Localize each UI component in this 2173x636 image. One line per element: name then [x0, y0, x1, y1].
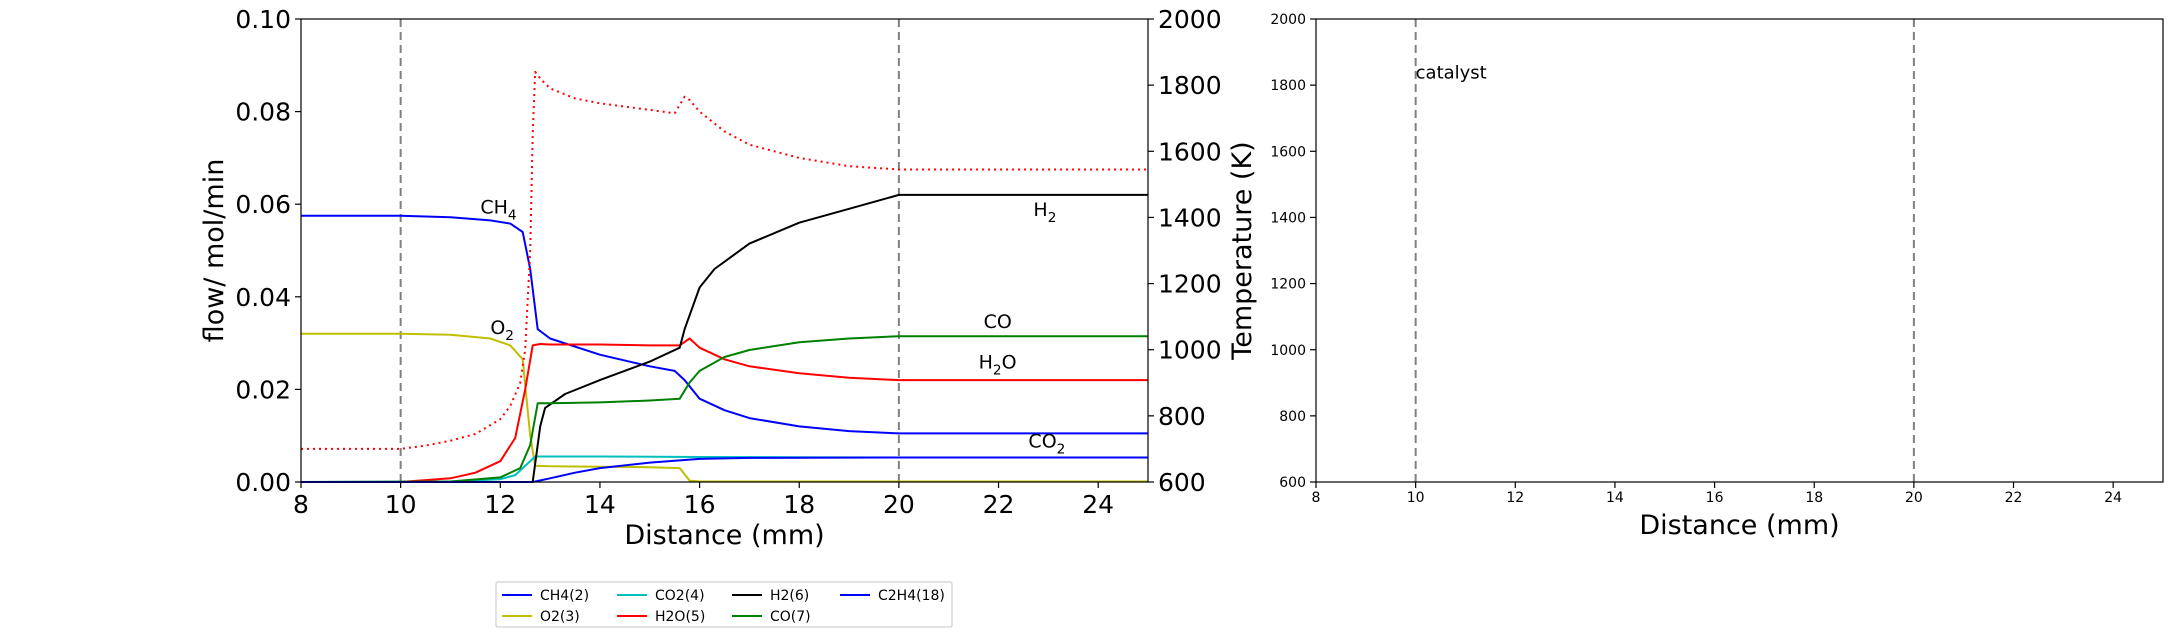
y2-tick-label: 2000 [1158, 5, 1222, 34]
plot-frame [300, 18, 1149, 483]
chart-panel-1: 8 10 12 14 16 18 20 22 24 0.00 0.02 0.04 0.06 0.08 0.1… [199, 5, 1258, 551]
y2-tick-label: 1800 [1158, 71, 1222, 100]
series-co7-line [300, 335, 1148, 483]
y2-tick-label: 1600 [1158, 137, 1222, 166]
annotation-6: CO2 [1028, 430, 1065, 457]
legend-label: C2H4(18) [878, 588, 945, 604]
y-axis-label: flow/ mol/min [199, 159, 230, 343]
y-tick-label: 0.10 [235, 5, 291, 34]
annotation-5: H2O [979, 352, 1017, 379]
x-tick-label: 22 [983, 490, 1015, 519]
plot-frame [1315, 18, 2164, 483]
y-tick-label: 0.02 [235, 375, 291, 404]
y2-tick-label: 600 [1158, 468, 1206, 497]
series-c2h418-line [301, 456, 1148, 483]
x-axis-label: Distance (mm) [624, 520, 824, 551]
x-tick-label: 8 [1312, 490, 1321, 506]
x-tick-label: 16 [1706, 490, 1724, 506]
y-tick-label: 1000 [1270, 343, 1306, 359]
y2-tick-label: 1200 [1158, 270, 1222, 299]
y-tick-label: 2000 [1270, 12, 1306, 28]
legend: CH4(2) O2(3) CO2(4) H2O(5) H2(6) CO(7) C2H4(18… [495, 581, 953, 628]
series-co24-line [300, 455, 1148, 483]
y-tick-label: 800 [1279, 409, 1306, 425]
x-tick-label: 20 [883, 490, 915, 519]
legend-box [495, 581, 953, 628]
series-ch42-line [301, 214, 1148, 435]
legend-label: CO2(4) [655, 588, 705, 604]
x-tick-label: 12 [1506, 490, 1524, 506]
x-tick-label: 14 [1606, 490, 1624, 506]
y-tick-label: 600 [1279, 475, 1306, 491]
y-tick-label: 1800 [1270, 78, 1306, 94]
x-tick-label: 14 [584, 490, 616, 519]
chart-panel-2: 8 10 12 14 16 18 20 22 24 600 800 1000 1200 1400 1600 1… [1270, 12, 2164, 541]
y-tick-label: 1200 [1270, 277, 1306, 293]
y-tick-label: 0.04 [235, 283, 291, 312]
x-tick-label: 8 [293, 490, 309, 519]
x-tick-label: 10 [385, 490, 417, 519]
series-h26-line [301, 193, 1148, 483]
legend-label: O2(3) [540, 609, 580, 625]
series-temperature-line [301, 70, 1148, 450]
y2-tick-label: 1000 [1158, 336, 1222, 365]
y-tick-label: 0.08 [235, 98, 291, 127]
annotation-1: catalyst [1416, 63, 1487, 84]
x-tick-label: 22 [2005, 490, 2023, 506]
series-h2o5-line [301, 337, 1148, 483]
legend-label: CO(7) [770, 609, 811, 625]
x-tick-label: 10 [1407, 490, 1425, 506]
y2-axis-label: Temperature (K) [1227, 141, 1258, 360]
x-tick-label: 18 [783, 490, 815, 519]
x-tick-label: 24 [2104, 490, 2122, 506]
annotation-2: O2 [490, 317, 514, 344]
x-tick-label: 20 [1905, 490, 1923, 506]
x-tick-label: 16 [684, 490, 716, 519]
y-tick-label: 0.06 [235, 190, 291, 219]
y2-tick-label: 800 [1158, 402, 1206, 431]
annotation-1: CH4 [480, 196, 516, 223]
x-tick-label: 18 [1805, 490, 1823, 506]
y-tick-label: 0.00 [235, 468, 291, 497]
x-tick-label: 24 [1082, 490, 1114, 519]
annotation-4: CO [984, 311, 1012, 333]
y-tick-label: 1600 [1270, 144, 1306, 160]
legend-label: H2(6) [770, 588, 809, 604]
y2-tick-label: 1400 [1158, 203, 1222, 232]
annotation-3: H2 [1033, 199, 1056, 226]
legend-label: H2O(5) [655, 609, 705, 625]
y-tick-label: 1400 [1270, 210, 1306, 226]
x-axis-label: Distance (mm) [1639, 510, 1839, 541]
x-tick-label: 12 [484, 490, 516, 519]
legend-label: CH4(2) [540, 588, 589, 604]
